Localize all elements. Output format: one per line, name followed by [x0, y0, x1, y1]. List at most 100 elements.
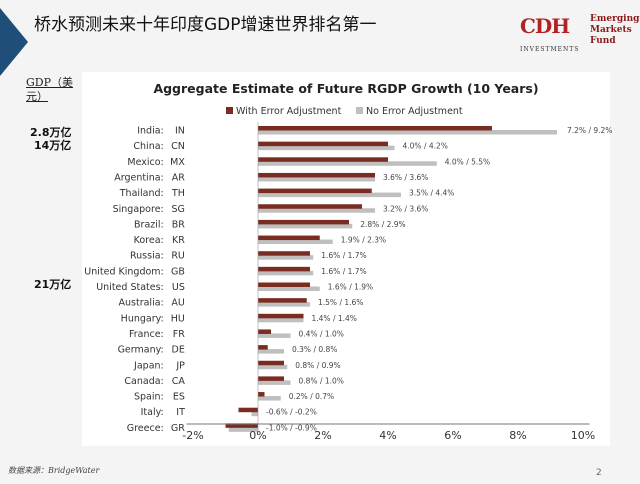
category-label: Argentina:: [114, 172, 164, 183]
data-label: 0.8% / 1.0%: [299, 376, 344, 385]
bar-no-error-adjustment: [258, 145, 395, 151]
bar-no-error-adjustment: [258, 364, 288, 370]
bar-with-error-adjustment: [258, 298, 307, 303]
bar-no-error-adjustment: [258, 239, 333, 245]
india-gdp: 2.8万亿: [30, 126, 72, 139]
chart-title: Aggregate Estimate of Future RGDP Growth…: [153, 81, 538, 96]
source-note: 数据来源：BridgeWater: [8, 466, 100, 475]
data-label: -0.6% / -0.2%: [266, 408, 317, 417]
bar-no-error-adjustment: [258, 208, 375, 213]
data-label: 4.0% / 4.2%: [403, 142, 448, 151]
x-tick-label: 6%: [444, 429, 461, 442]
category-label: India:: [137, 126, 164, 137]
category-label: Russia:: [130, 251, 164, 262]
x-tick-label: -2%: [182, 429, 203, 442]
category-code: HU: [171, 313, 185, 324]
bar-with-error-adjustment: [258, 251, 310, 256]
bar-no-error-adjustment: [258, 176, 375, 182]
category-label: Singapore:: [113, 204, 164, 215]
category-code: ES: [173, 392, 185, 403]
china-gdp: 14万亿: [34, 139, 72, 152]
category-code: DE: [172, 345, 185, 356]
bar-with-error-adjustment: [258, 376, 284, 381]
bar-with-error-adjustment: [258, 360, 284, 366]
bar-with-error-adjustment: [225, 423, 258, 428]
category-code: CA: [172, 376, 186, 387]
data-label: 1.4% / 1.4%: [312, 314, 357, 323]
category-code: MX: [170, 157, 185, 168]
bar-no-error-adjustment: [258, 286, 320, 291]
bar-no-error-adjustment: [258, 380, 291, 385]
category-label: United States:: [96, 282, 164, 293]
legend-with: With Error Adjustment: [236, 106, 342, 117]
category-label: Korea:: [134, 235, 164, 246]
category-code: KR: [172, 235, 185, 246]
bar-no-error-adjustment: [258, 317, 304, 323]
x-tick-label: 8%: [509, 429, 526, 442]
bar-no-error-adjustment: [251, 411, 258, 417]
legend-swatch-with: [226, 107, 233, 114]
page-title: 桥水预测未来十年印度GDP增速世界排名第一: [34, 15, 377, 35]
bar-with-error-adjustment: [258, 157, 388, 162]
legend-swatch-without: [356, 107, 363, 114]
category-label: Hungary:: [121, 313, 164, 324]
data-label: 3.6% / 3.6%: [383, 173, 428, 182]
bar-with-error-adjustment: [258, 188, 372, 194]
category-code: AU: [171, 298, 184, 309]
category-code: RU: [171, 251, 185, 262]
bar-with-error-adjustment: [258, 329, 271, 334]
bar-with-error-adjustment: [258, 313, 304, 319]
x-tick-label: 10%: [571, 429, 595, 442]
data-label: 4.0% / 5.5%: [445, 157, 490, 166]
bar-with-error-adjustment: [258, 266, 310, 272]
bar-with-error-adjustment: [258, 219, 349, 225]
data-label: 1.5% / 1.6%: [318, 298, 363, 307]
bar-no-error-adjustment: [258, 161, 437, 166]
bar-with-error-adjustment: [258, 141, 388, 147]
category-code: IN: [175, 126, 185, 137]
page-number: 2: [596, 468, 602, 478]
bar-with-error-adjustment: [258, 235, 320, 241]
category-label: United Kingdom:: [84, 266, 163, 277]
bar-no-error-adjustment: [258, 302, 310, 307]
data-label: 3.2% / 3.6%: [383, 204, 428, 213]
data-label: 2.8% / 2.9%: [360, 220, 405, 229]
data-label: 1.6% / 1.7%: [321, 267, 366, 276]
bar-no-error-adjustment: [258, 223, 353, 229]
category-label: Thailand:: [119, 188, 164, 199]
bar-no-error-adjustment: [258, 192, 401, 198]
category-label: Mexico:: [127, 157, 163, 168]
gdp-label: GDP（美元）: [26, 76, 74, 103]
us-gdp: 21万亿: [34, 278, 72, 291]
bar-no-error-adjustment: [258, 396, 281, 401]
bar-with-error-adjustment: [258, 126, 492, 131]
bar-with-error-adjustment: [238, 407, 258, 413]
bar-with-error-adjustment: [258, 345, 268, 350]
category-code: GB: [171, 266, 185, 277]
bar-no-error-adjustment: [258, 255, 314, 260]
category-code: CN: [171, 141, 185, 152]
x-tick-label: 0%: [249, 429, 266, 442]
category-code: US: [172, 282, 185, 293]
category-label: Italy:: [141, 407, 164, 418]
header-accent-shape: [0, 8, 28, 76]
bar-no-error-adjustment: [258, 130, 557, 135]
category-label: Canada:: [124, 376, 163, 387]
cdh-logo: CDH Emerging Markets Fund INVESTMENTS: [520, 14, 640, 53]
category-code: IT: [176, 407, 185, 418]
category-label: Spain:: [134, 392, 164, 403]
bar-with-error-adjustment: [258, 204, 362, 209]
category-code: AR: [172, 172, 185, 183]
x-tick-label: 4%: [379, 429, 396, 442]
category-label: France:: [129, 329, 164, 340]
data-label: 1.6% / 1.7%: [321, 251, 366, 260]
category-code: FR: [173, 329, 185, 340]
bar-no-error-adjustment: [258, 270, 314, 276]
data-label: 1.9% / 2.3%: [341, 236, 386, 245]
bar-with-error-adjustment: [258, 282, 310, 287]
bar-no-error-adjustment: [258, 333, 291, 338]
data-label: 0.4% / 1.0%: [299, 329, 344, 338]
bar-no-error-adjustment: [228, 427, 258, 432]
bar-with-error-adjustment: [258, 392, 265, 397]
